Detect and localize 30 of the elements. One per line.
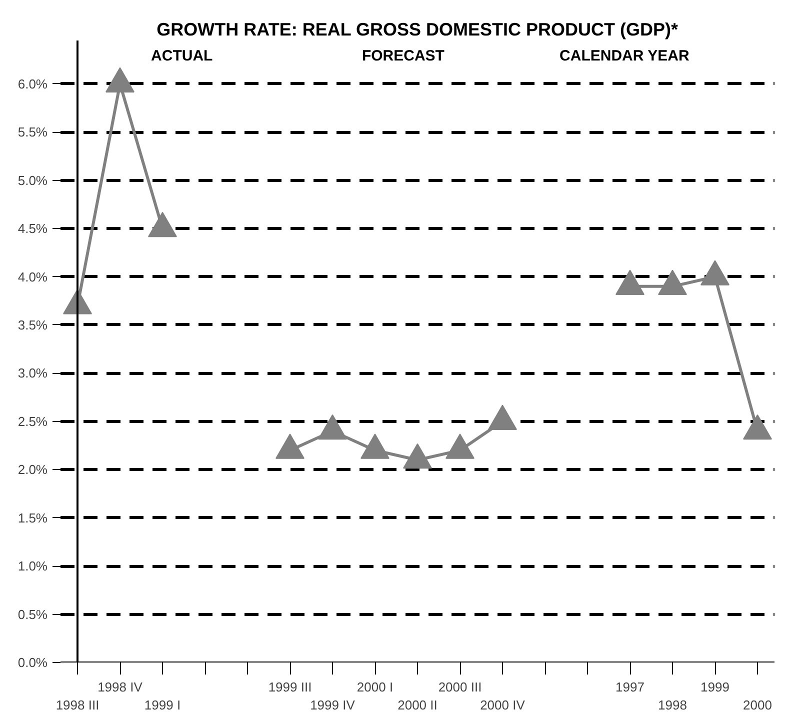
x-tick-label: 1998 IV bbox=[98, 680, 143, 694]
y-tick-label: 4.0% bbox=[18, 269, 48, 284]
y-tick-label: 0.5% bbox=[18, 606, 48, 622]
y-tick-label: 5.5% bbox=[18, 124, 48, 140]
x-tick-label: 1999 I bbox=[144, 698, 181, 712]
x-tick-label: 2000 III bbox=[438, 680, 482, 694]
y-tick-label: 3.5% bbox=[18, 317, 48, 332]
annotation: ACTUAL bbox=[151, 48, 213, 64]
y-tick-label: 3.0% bbox=[18, 366, 48, 381]
y-tick-label: 0.0% bbox=[18, 655, 48, 670]
x-tick-label: 1998 III bbox=[56, 698, 100, 712]
y-tick-label: 2.0% bbox=[18, 462, 48, 478]
x-tick-label: 2000 bbox=[743, 698, 772, 712]
x-tick-label: 2000 I bbox=[356, 680, 394, 694]
x-tick-label: 1997 bbox=[616, 680, 644, 694]
y-tick-label: 6.0% bbox=[18, 76, 48, 92]
x-tick-label: 2000 IV bbox=[480, 698, 526, 712]
x-tick-label: 1999 III bbox=[268, 680, 312, 694]
x-tick-label: 2000 II bbox=[398, 698, 438, 712]
x-tick-label: 1999 IV bbox=[310, 698, 356, 712]
y-tick-label: 1.5% bbox=[18, 510, 48, 526]
y-tick-label: 4.5% bbox=[18, 221, 48, 236]
x-tick-label: 1999 bbox=[700, 680, 730, 694]
y-tick-label: 2.5% bbox=[18, 414, 48, 429]
y-tick-label: 1.0% bbox=[18, 558, 48, 574]
x-tick-label: 1998 bbox=[658, 698, 687, 712]
annotation: CALENDAR YEAR bbox=[560, 48, 690, 64]
y-tick-label: 5.0% bbox=[18, 172, 48, 188]
chart-title: GROWTH RATE: REAL GROSS DOMESTIC PRODUCT (GDP)* bbox=[156, 20, 678, 40]
annotation: FORECAST bbox=[362, 48, 444, 64]
